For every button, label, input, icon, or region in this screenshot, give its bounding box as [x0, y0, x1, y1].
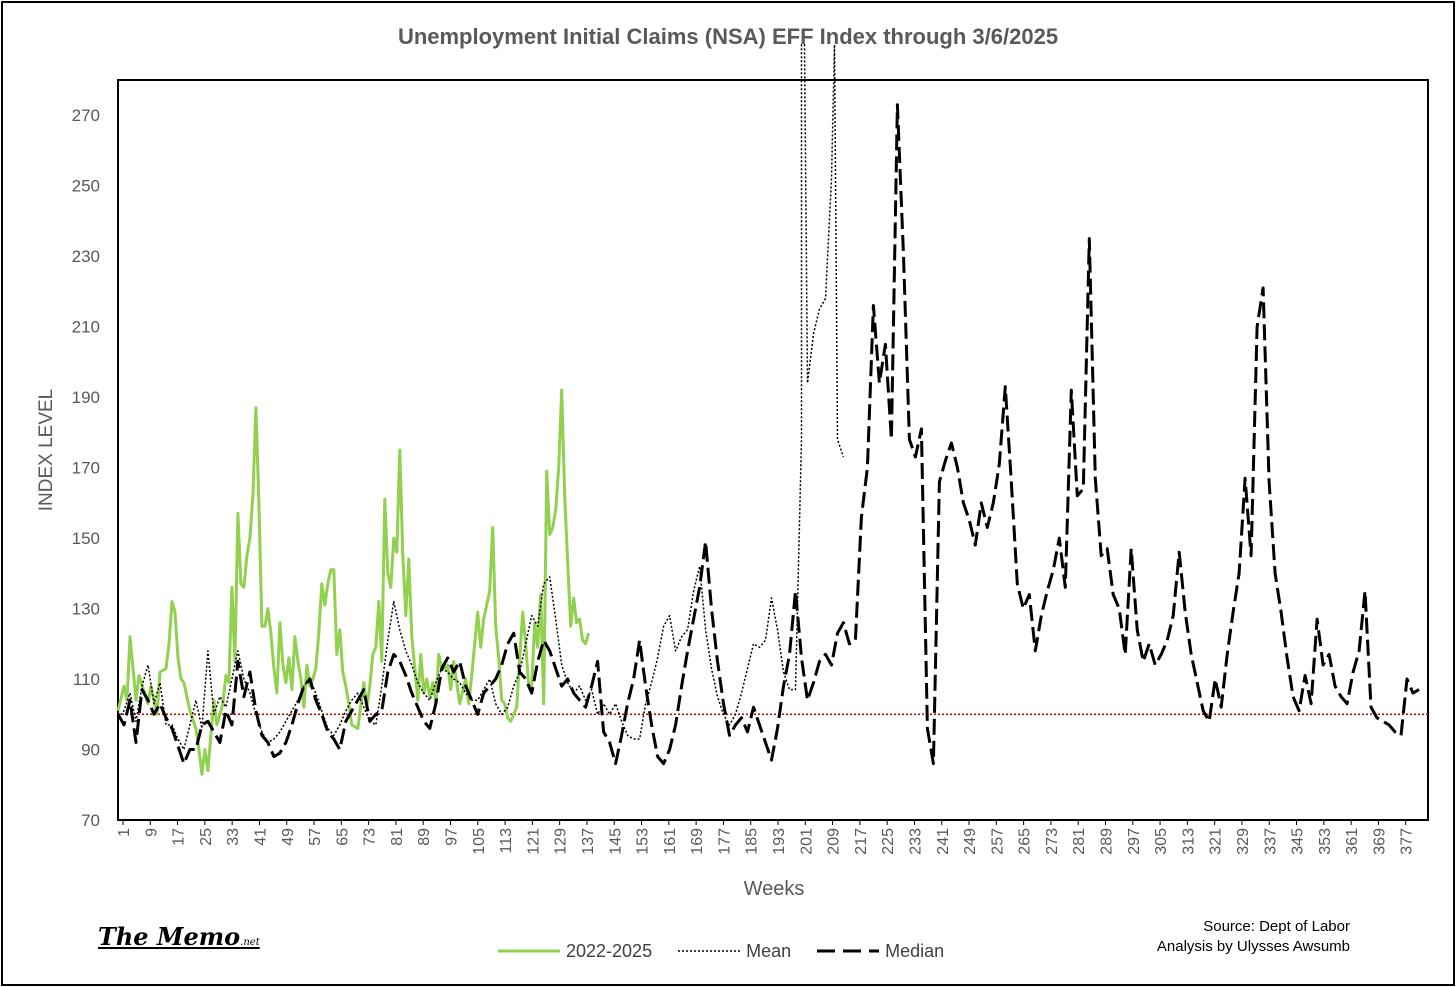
x-tick-label: 273 — [1044, 828, 1061, 855]
chart-legend: 2022-2025 Mean Median — [498, 938, 944, 964]
y-tick-label: 230 — [72, 247, 100, 266]
x-tick-label: 81 — [389, 828, 406, 846]
x-tick-label: 73 — [362, 828, 379, 846]
x-tick-label: 201 — [798, 828, 815, 855]
x-tick-label: 33 — [225, 828, 242, 846]
x-tick-label: 97 — [444, 828, 461, 846]
x-tick-label: 17 — [171, 828, 188, 846]
series-group — [116, 44, 1420, 776]
x-tick-label: 161 — [662, 828, 679, 855]
y-tick-label: 150 — [72, 529, 100, 548]
x-tick-label: 353 — [1317, 828, 1334, 855]
x-tick-label: 169 — [689, 828, 706, 855]
x-tick-label: 257 — [989, 828, 1006, 855]
x-tick-label: 153 — [635, 828, 652, 855]
x-tick-label: 265 — [1017, 828, 1034, 855]
memo-logo-suffix: .net — [240, 937, 260, 948]
x-tick-label: 225 — [880, 828, 897, 855]
x-tick-label: 281 — [1071, 828, 1088, 855]
legend-item-2022-2025: 2022-2025 — [498, 941, 652, 962]
x-tick-label: 193 — [771, 828, 788, 855]
x-tick-label: 1 — [116, 828, 133, 837]
x-tick-label: 377 — [1399, 828, 1416, 855]
y-tick-label: 90 — [81, 741, 100, 760]
legend-item-median: Median — [817, 941, 944, 962]
legend-swatch-solid — [498, 949, 560, 953]
x-tick-label: 113 — [498, 828, 515, 854]
x-tick-label: 121 — [525, 828, 542, 855]
y-tick-label: 70 — [81, 811, 100, 830]
x-tick-label: 89 — [416, 828, 433, 846]
x-tick-label: 321 — [1208, 828, 1225, 855]
x-tick-label: 217 — [853, 828, 870, 855]
x-tick-label: 65 — [334, 828, 351, 846]
x-tick-label: 185 — [744, 828, 761, 855]
plot-area — [117, 79, 1429, 821]
memo-logo: The Memo.net — [98, 922, 260, 951]
x-tick-label: 209 — [826, 828, 843, 855]
legend-label: Mean — [746, 940, 792, 961]
chart-title: Unemployment Initial Claims (NSA) EFF In… — [397, 24, 1059, 49]
x-tick-label: 49 — [280, 828, 297, 846]
x-tick-label: 129 — [553, 828, 570, 855]
legend-item-mean: Mean — [678, 941, 791, 962]
x-tick-label: 137 — [580, 828, 597, 855]
y-tick-label: 170 — [72, 459, 100, 478]
legend-swatch-dotted — [678, 950, 741, 952]
source-note: Source: Dept of Labor Analysis by Ulysse… — [1157, 917, 1350, 957]
x-tick-label: 305 — [1153, 828, 1170, 855]
x-tick-label: 9 — [143, 828, 160, 837]
x-tick-label: 337 — [1262, 828, 1279, 855]
series-line-2022-2025 — [116, 388, 591, 776]
y-tick-label: 210 — [72, 318, 100, 337]
x-tick-label: 41 — [252, 828, 269, 846]
x-tick-label: 329 — [1235, 828, 1252, 855]
legend-label: 2022-2025 — [566, 940, 653, 961]
memo-logo-text: The Memo — [98, 922, 241, 951]
x-tick-label: 105 — [471, 828, 488, 855]
x-tick-label: 297 — [1126, 828, 1143, 855]
legend-label: Median — [885, 940, 945, 961]
x-tick-label: 289 — [1099, 828, 1116, 855]
x-tick-label: 233 — [907, 828, 924, 855]
x-tick-label: 145 — [607, 828, 624, 855]
y-tick-label: 270 — [72, 106, 100, 125]
series-line-mean — [117, 44, 845, 751]
x-tick-label: 25 — [198, 828, 215, 846]
x-tick-label: 249 — [962, 828, 979, 855]
y-tick-label: 130 — [72, 600, 100, 619]
series-line-median — [116, 103, 1420, 766]
x-tick-label: 369 — [1371, 828, 1388, 855]
y-tick-label: 250 — [72, 177, 100, 196]
x-tick-label: 361 — [1344, 828, 1361, 855]
x-tick-label: 345 — [1290, 828, 1307, 855]
y-axis-label: INDEX LEVEL — [36, 389, 57, 512]
x-axis: 1 9 17 25 33 41 49 57 65 73 81 89 97 105 113 121 129 137 1… — [116, 820, 1416, 855]
analysis-credit: Analysis by Ulysses Awsumb — [1156, 938, 1350, 955]
y-axis: 70 90 110 130 150 170 190 210 230 250 270 — [72, 106, 100, 830]
x-axis-label: Weeks — [744, 878, 805, 900]
y-tick-label: 190 — [72, 388, 100, 407]
legend-swatch-dashed — [817, 949, 880, 953]
x-tick-label: 57 — [307, 828, 324, 846]
x-tick-label: 241 — [935, 828, 952, 855]
y-tick-label: 110 — [73, 670, 100, 689]
x-tick-label: 177 — [716, 828, 733, 855]
source-line: Source: Dept of Labor — [1203, 918, 1350, 935]
x-tick-label: 313 — [1180, 828, 1197, 855]
